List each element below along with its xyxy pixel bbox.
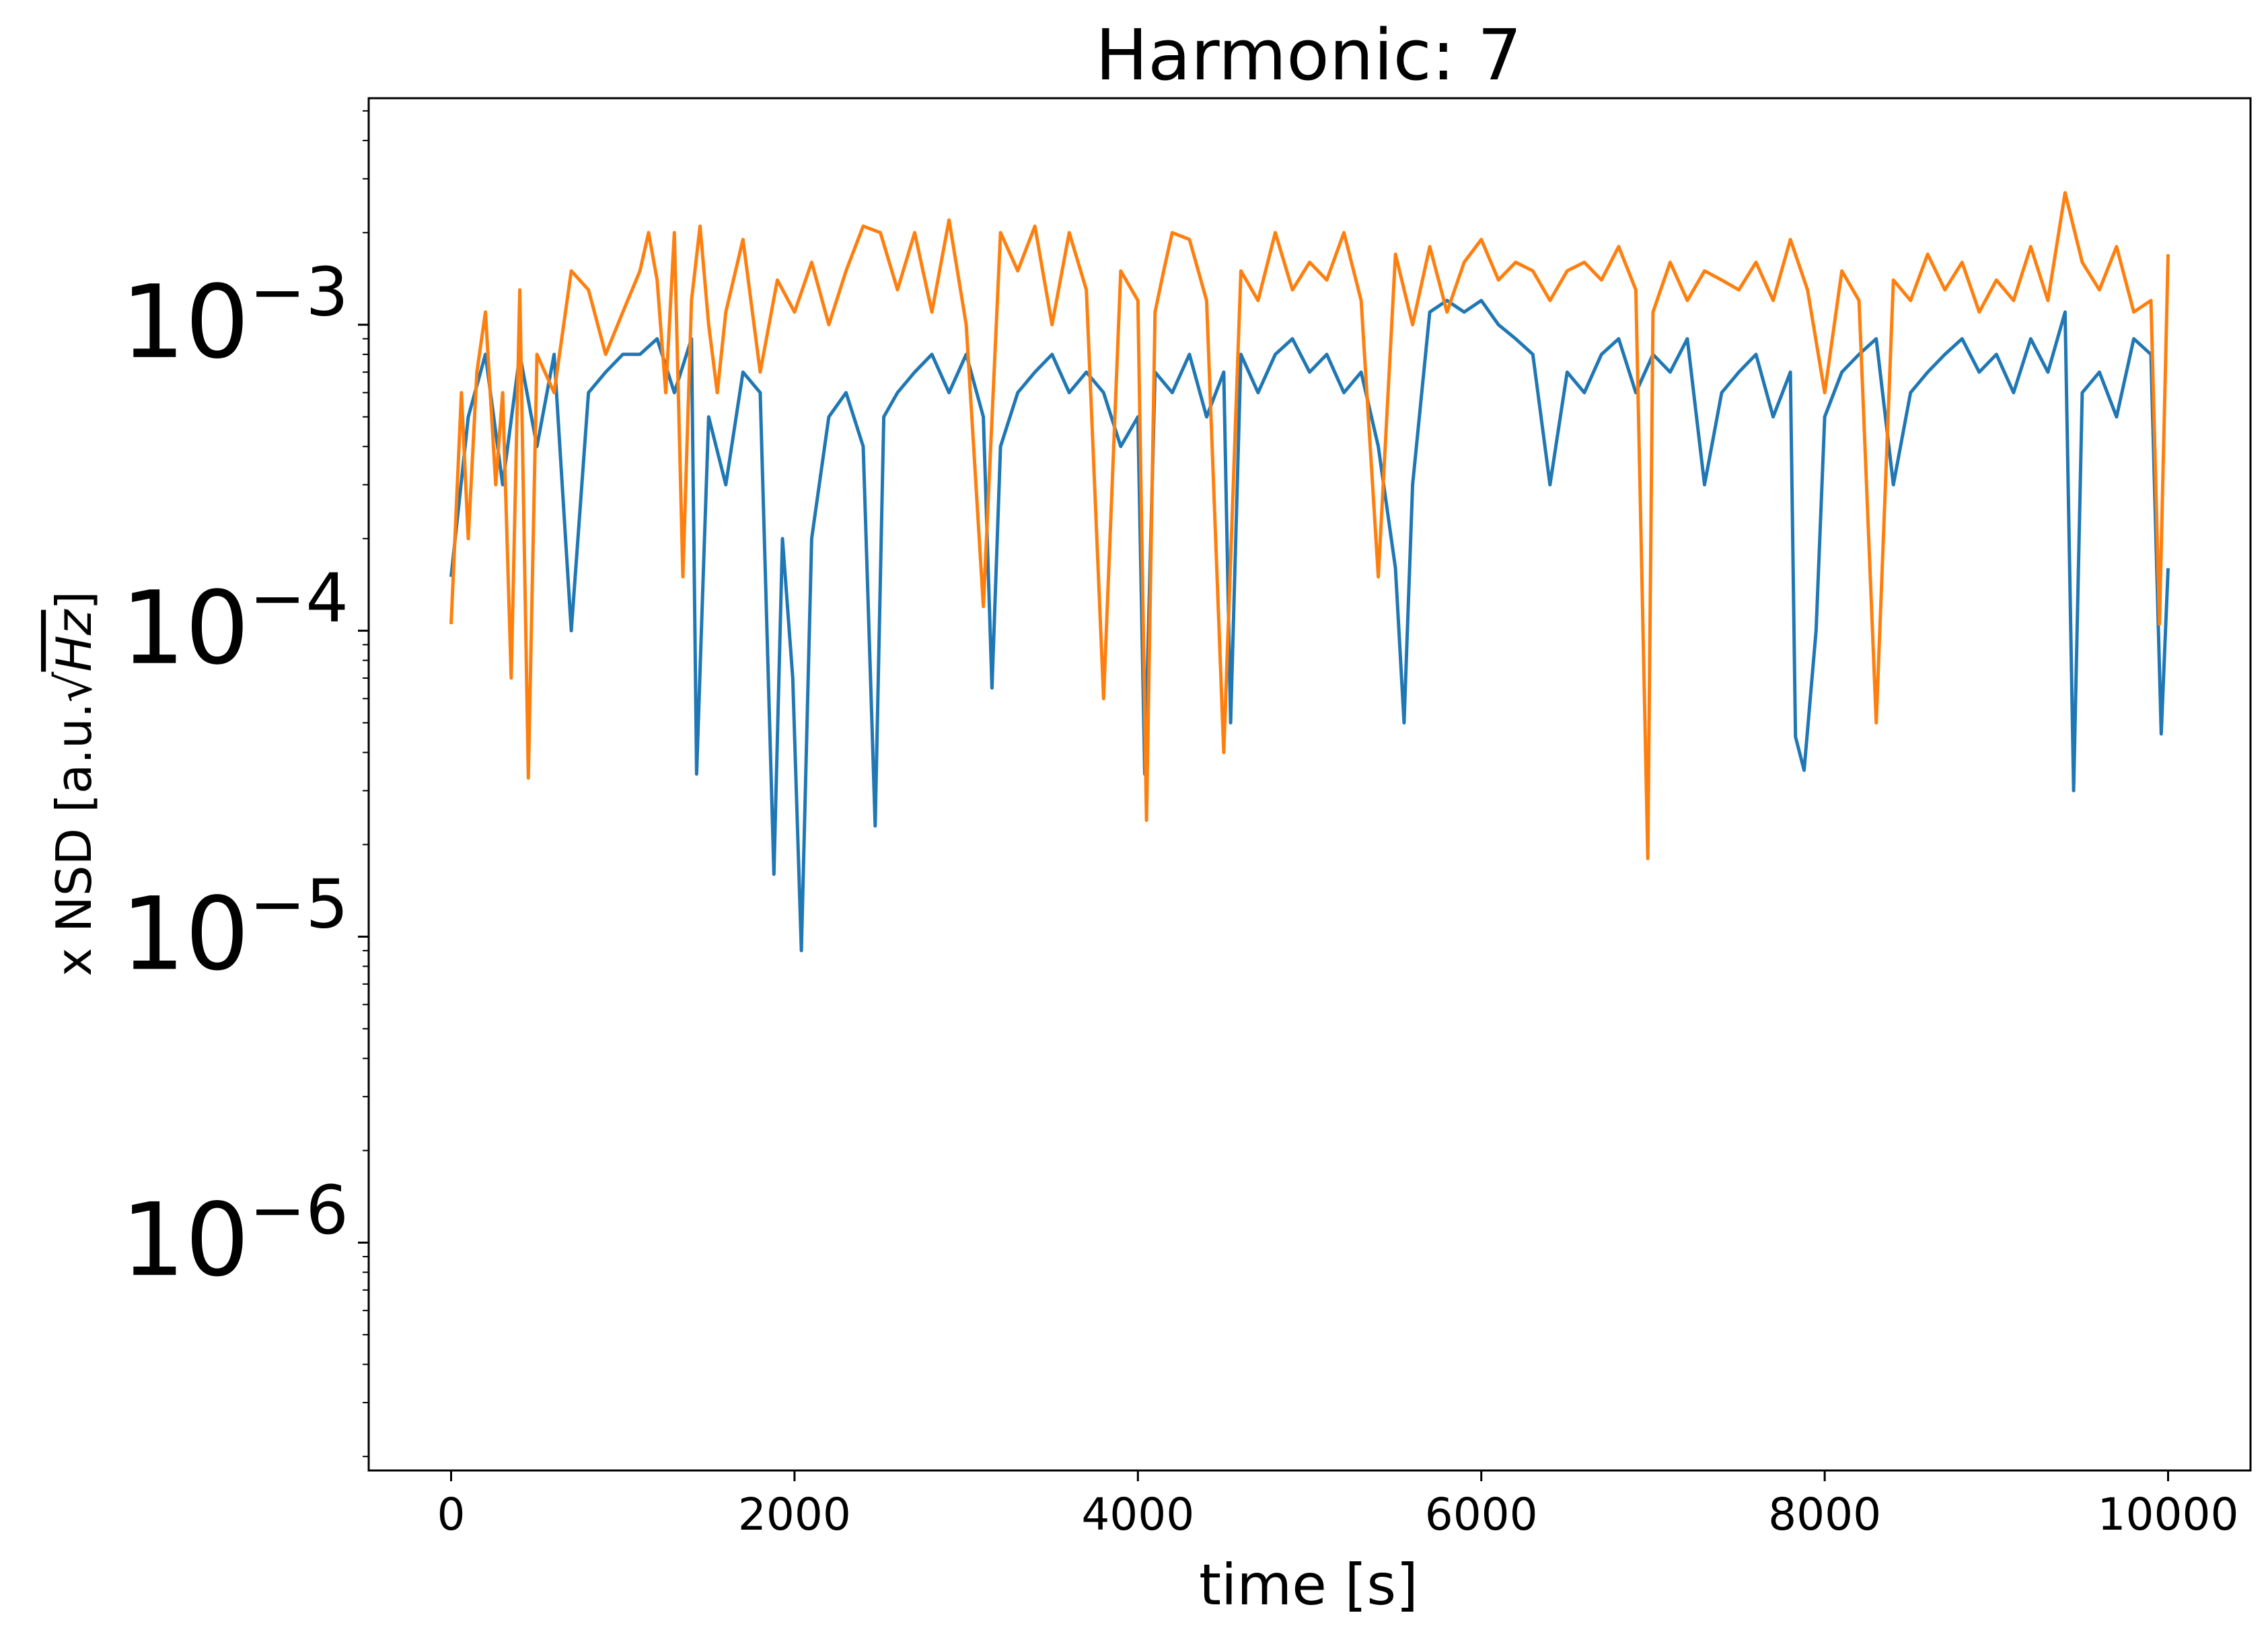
plot-frame — [367, 97, 2252, 1472]
series-layer — [449, 191, 2170, 953]
x-axis: 0 2000 4000 6000 8000 10000 — [437, 1470, 2238, 1540]
y-tick-label: 10−3 — [121, 253, 349, 381]
x-tick-label: 2000 — [738, 1489, 851, 1540]
y-axis: 10−3 10−4 10−5 10−6 — [121, 110, 369, 1458]
x-tick-label: 0 — [437, 1489, 465, 1540]
x-tick-label: 4000 — [1081, 1489, 1194, 1540]
y-axis-label-radical-sign: √ — [46, 671, 102, 702]
y-axis-label-radical: Hz — [46, 608, 102, 671]
chart-title: Harmonic: 7 — [1095, 14, 1522, 96]
y-axis-label-suffix: ] — [46, 591, 102, 610]
series-line-1 — [449, 299, 2170, 953]
y-tick-label: 10−5 — [121, 864, 349, 993]
x-tick-label: 8000 — [1768, 1489, 1881, 1540]
y-axis-label-prefix: x NSD [a.u. — [46, 702, 102, 976]
y-tick-label: 10−6 — [121, 1170, 349, 1299]
y-axis-label-group: x NSD [a.u.√Hz] — [46, 591, 102, 977]
y-axis-label: x NSD [a.u.√Hz] — [46, 591, 102, 977]
y-tick-label: 10−4 — [121, 559, 349, 687]
x-tick-label: 10000 — [2098, 1489, 2239, 1540]
plot-area — [367, 97, 2252, 1472]
x-axis-label: time [s] — [1199, 1552, 1418, 1618]
x-tick-label: 6000 — [1425, 1489, 1538, 1540]
series-line-2 — [449, 191, 2170, 860]
